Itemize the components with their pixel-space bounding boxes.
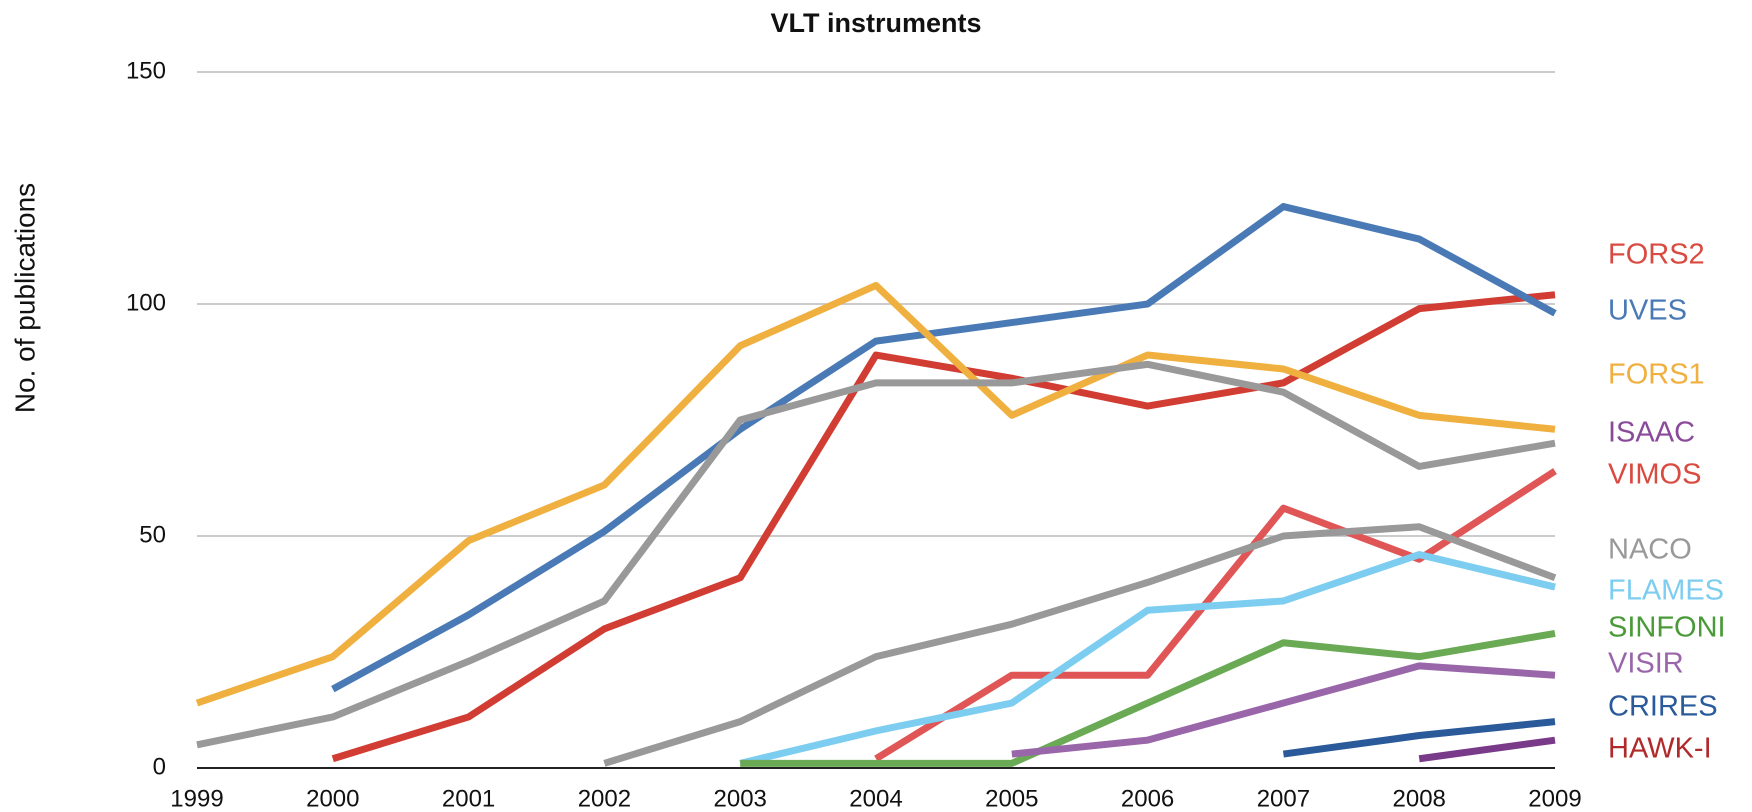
y-axis-label: No. of publications (9, 183, 40, 413)
x-tick-label: 2005 (985, 785, 1038, 812)
series-line (196, 360, 1556, 749)
x-tick-label: 2001 (442, 785, 495, 812)
y-tick-label: 50 (139, 521, 166, 548)
series-line (1011, 662, 1556, 758)
x-tick-label: 2008 (1393, 785, 1446, 812)
series-line (195, 281, 1556, 707)
y-tick-label: 150 (126, 57, 166, 84)
series-label: FORS1 (1608, 359, 1705, 391)
series-label: FORS2 (1608, 239, 1705, 271)
series-line (331, 291, 1556, 763)
x-tick-label: 2000 (306, 785, 359, 812)
x-tick-label: 2009 (1528, 785, 1581, 812)
series-label: SINFONI (1608, 612, 1726, 644)
series-line (740, 629, 1556, 767)
series-line (739, 551, 1556, 767)
x-tick-label: 2006 (1121, 785, 1174, 812)
series-label: CRIRES (1608, 691, 1718, 723)
series-line (874, 468, 1557, 762)
series-line (1282, 718, 1556, 758)
series-label: FLAMES (1608, 575, 1724, 607)
series-label: NACO (1608, 534, 1692, 566)
series-label: UVES (1608, 295, 1687, 327)
series-line (1418, 736, 1556, 763)
series-label: VIMOS (1608, 459, 1701, 491)
x-tick-label: 2004 (849, 785, 902, 812)
chart-title: VLT instruments (770, 8, 981, 38)
series-label: ISAAC (1608, 417, 1695, 449)
y-tick-label: 100 (126, 289, 166, 316)
x-tick-label: 2003 (714, 785, 767, 812)
x-tick-label: 2007 (1257, 785, 1310, 812)
x-tick-label: 2002 (578, 785, 631, 812)
x-tick-label: 1999 (170, 785, 223, 812)
series-label: VISIR (1608, 648, 1684, 680)
series-line (331, 203, 1557, 693)
y-tick-label: 0 (153, 753, 166, 780)
series-line (603, 523, 1557, 767)
series-label: HAWK-I (1608, 733, 1712, 765)
